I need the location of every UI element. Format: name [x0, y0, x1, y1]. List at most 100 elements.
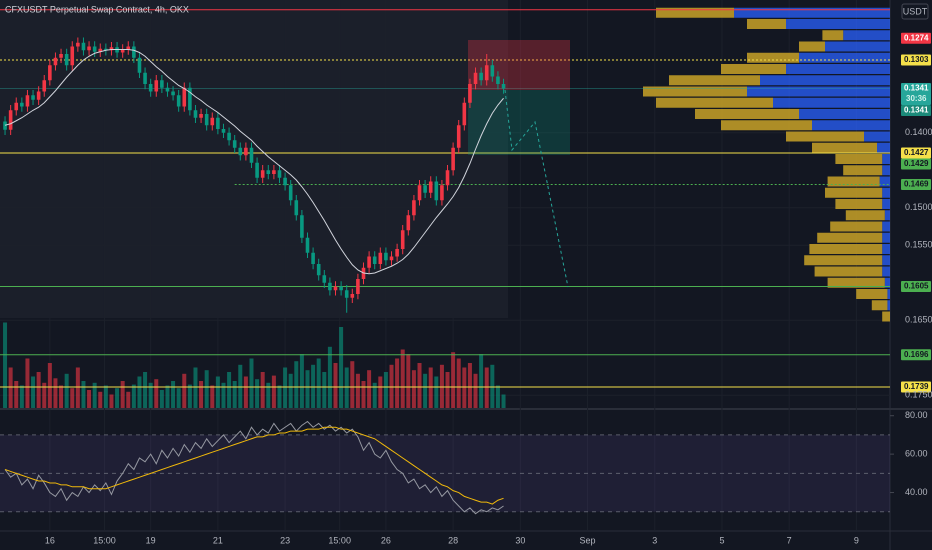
profile-buy — [882, 244, 890, 254]
candle-body — [356, 279, 360, 294]
volume-bar — [199, 381, 204, 408]
profile-buy — [747, 86, 890, 97]
volume-bar — [451, 352, 456, 408]
candle-body — [328, 282, 332, 291]
candle-body — [210, 117, 215, 126]
price-badge — [901, 381, 931, 393]
profile-sell — [812, 142, 877, 153]
volume-bar — [115, 388, 120, 408]
profile-buy — [786, 64, 890, 74]
profile-buy — [877, 142, 890, 153]
volume-bar — [36, 372, 41, 408]
volume-bar — [204, 370, 209, 408]
profile-sell — [827, 277, 885, 288]
candle-body — [283, 177, 287, 186]
volume-bar — [467, 363, 472, 408]
candle-body — [277, 170, 282, 178]
candle-body — [255, 162, 259, 178]
candle-body — [468, 84, 472, 103]
volume-bar — [187, 384, 192, 408]
volume-bar — [143, 372, 148, 408]
price-badge-label: 0.1605 — [904, 282, 929, 291]
volume-bar — [428, 367, 433, 408]
candle-body — [294, 200, 299, 216]
candle-body — [244, 147, 248, 156]
profile-buy — [882, 266, 890, 277]
candle-body — [64, 54, 69, 66]
profile-sell — [695, 109, 799, 119]
candle-body — [384, 252, 388, 261]
volume-bar — [490, 364, 495, 408]
profile-sell — [825, 187, 883, 198]
x-tick-label: 3 — [652, 535, 657, 545]
candle-body — [132, 46, 136, 58]
candle-body — [322, 275, 327, 283]
volume-bar — [484, 367, 489, 408]
profile-buy — [882, 154, 890, 164]
candle-body — [389, 256, 394, 261]
profile-buy — [799, 109, 890, 119]
rsi-band — [0, 434, 890, 512]
volume-bar — [70, 388, 75, 408]
candle-body — [423, 185, 427, 193]
x-tick-label: 23 — [280, 535, 290, 545]
volume-bar — [154, 379, 159, 408]
profile-buy — [884, 277, 890, 288]
volume-bar — [445, 372, 450, 408]
candle-body — [412, 200, 416, 216]
candle-body — [25, 95, 30, 107]
rsi-pane: 80.00 60.00 40.00 — [0, 410, 928, 515]
profile-buy — [884, 210, 890, 221]
volume-bar — [462, 367, 467, 408]
x-tick-label: Sep — [580, 535, 596, 545]
volume-bar — [350, 361, 355, 408]
y-tick-label: 0.1550 — [905, 240, 932, 250]
session-shade — [0, 0, 508, 318]
volume-bar — [283, 367, 288, 408]
candle-body — [473, 72, 478, 84]
price-badge-label: 0.1429 — [904, 159, 929, 168]
candle-body — [36, 91, 41, 100]
candle-body — [316, 264, 321, 276]
price-badge — [901, 54, 931, 66]
currency-box — [901, 3, 929, 20]
candle-body — [120, 49, 125, 53]
x-tick-label: 5 — [719, 535, 724, 545]
profile-sell — [799, 41, 825, 52]
volume-bar — [137, 376, 142, 408]
y-tick-label: 0.1500 — [905, 202, 932, 212]
x-tick-label: 15:00 — [328, 535, 351, 545]
volume-bar — [243, 376, 248, 408]
candle-body — [260, 170, 265, 178]
volume-bar — [495, 385, 500, 408]
candle-body — [126, 46, 131, 50]
candle-body — [3, 121, 7, 130]
volume-bar — [165, 385, 170, 408]
candle-body — [440, 185, 444, 201]
candle-body — [81, 42, 86, 51]
volume-bar — [81, 381, 86, 408]
moving-average — [4, 49, 504, 275]
profile-sell — [871, 300, 888, 311]
price-badge — [901, 179, 931, 190]
candle-body — [98, 48, 103, 52]
chart-title: CFXUSDT Perpetual Swap Contract, 4h, OKX — [5, 4, 189, 14]
candle-body — [70, 46, 75, 66]
volume-bar — [75, 367, 80, 408]
candle-body — [109, 47, 114, 51]
candle-body — [378, 252, 383, 264]
candle-body — [434, 181, 439, 201]
profile-sell — [835, 199, 883, 209]
levels — [0, 9, 890, 388]
currency: USDT — [903, 6, 928, 16]
volume-bar — [215, 376, 220, 408]
profile-buy — [864, 131, 890, 142]
price-badge-label: 0.1427 — [904, 148, 929, 157]
rsi-line — [4, 420, 504, 515]
candle-body — [160, 80, 164, 88]
price-badge-label: 0.1341 — [904, 106, 929, 115]
price-countdown: 30:36 — [906, 94, 927, 103]
profile-buy — [799, 52, 890, 63]
candle-body — [339, 286, 343, 291]
volume-bar — [305, 370, 310, 408]
